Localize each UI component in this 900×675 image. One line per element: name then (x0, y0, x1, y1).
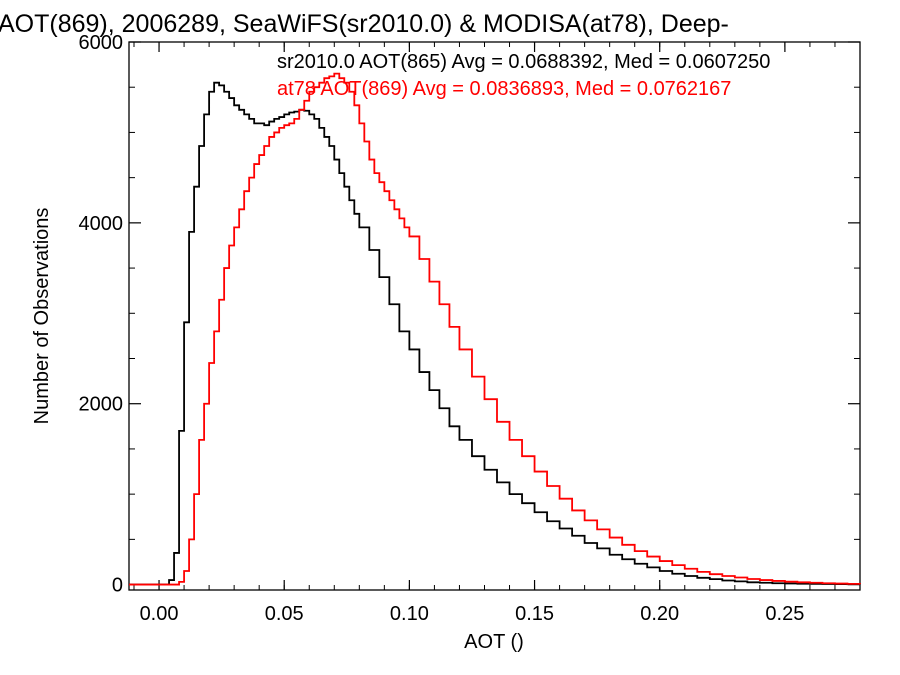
y-tick-label: 4000 (79, 213, 124, 235)
plot-frame (128, 41, 861, 591)
y-tick-label: 6000 (79, 32, 124, 54)
annotation-at78: at78 AOT(869) Avg = 0.0836893, Med = 0.0… (277, 78, 731, 100)
x-tick-label: 0.20 (640, 603, 679, 625)
series-line-0 (129, 81, 861, 586)
x-tick-label: 0.05 (265, 603, 304, 625)
y-tick-label: 0 (112, 575, 123, 597)
x-tick-label: 0.00 (140, 603, 179, 625)
annotation-sr2010: sr2010.0 AOT(865) Avg = 0.0688392, Med =… (277, 51, 770, 73)
x-axis-label: AOT () (464, 631, 524, 653)
axis-ticks: 0.00 0.05 0.10 0.15 0.20 0.25 0 2000 4000 6000 (79, 32, 861, 625)
x-tick-label: 0.10 (390, 603, 429, 625)
y-axis-label: Number of Observations (31, 208, 53, 425)
x-tick-label: 0.15 (515, 603, 554, 625)
series-line-1 (129, 72, 861, 586)
series-group (129, 72, 861, 586)
chart-title: AOT(869), 2006289, SeaWiFS(sr2010.0) & M… (0, 10, 729, 38)
x-tick-label: 0.25 (765, 603, 804, 625)
y-tick-label: 2000 (79, 394, 124, 416)
